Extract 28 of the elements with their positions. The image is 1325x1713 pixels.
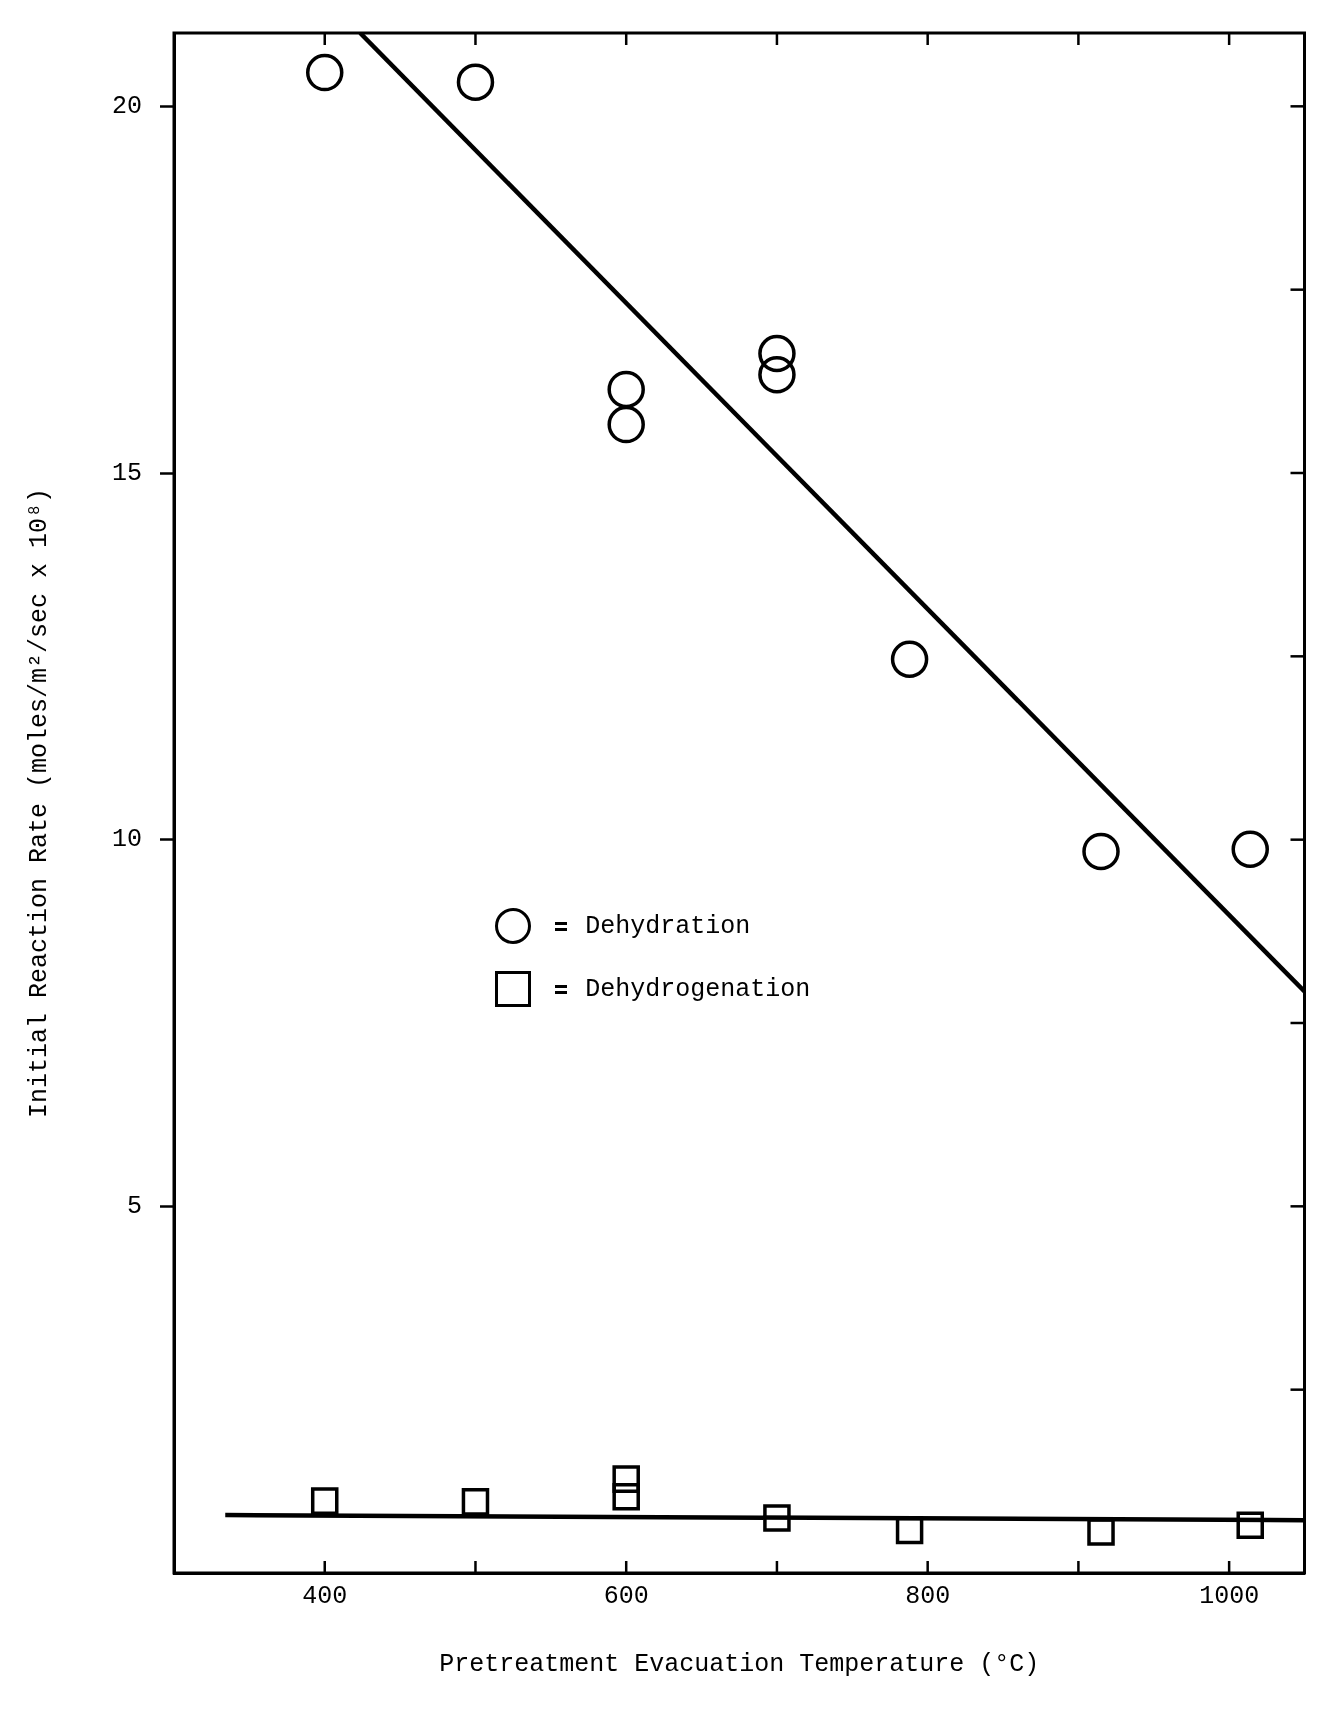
y-tick-label: 10 — [111, 825, 142, 855]
x-tick-label: 400 — [302, 1581, 348, 1611]
point — [310, 1487, 339, 1515]
point — [607, 370, 645, 409]
point — [1231, 830, 1269, 868]
legend-label: Dehydration — [585, 911, 751, 941]
point — [612, 1482, 640, 1511]
point — [758, 355, 796, 394]
point — [758, 334, 796, 373]
point — [1236, 1511, 1265, 1540]
point — [612, 1465, 640, 1493]
y-axis-title: Initial Reaction Rate (moles/m²/sec x 10⁸) — [24, 487, 54, 1119]
legend-label: Dehydrogenation — [585, 974, 811, 1004]
point — [890, 640, 929, 679]
point — [763, 1504, 791, 1532]
point — [456, 63, 495, 101]
point — [1087, 1518, 1115, 1546]
y-tick-label: 5 — [126, 1191, 142, 1221]
x-axis-title: Pretreatment Evacuation Temperature (°C) — [439, 1649, 1040, 1679]
x-tick-label: 800 — [905, 1581, 951, 1611]
y-tick-label: 20 — [111, 91, 142, 121]
point — [305, 53, 344, 92]
point — [1082, 832, 1120, 871]
point — [607, 405, 645, 444]
point — [461, 1488, 490, 1516]
y-tick-label: 15 — [111, 458, 142, 488]
x-tick-label: 1000 — [1199, 1581, 1260, 1611]
x-tick-label: 600 — [603, 1581, 649, 1611]
